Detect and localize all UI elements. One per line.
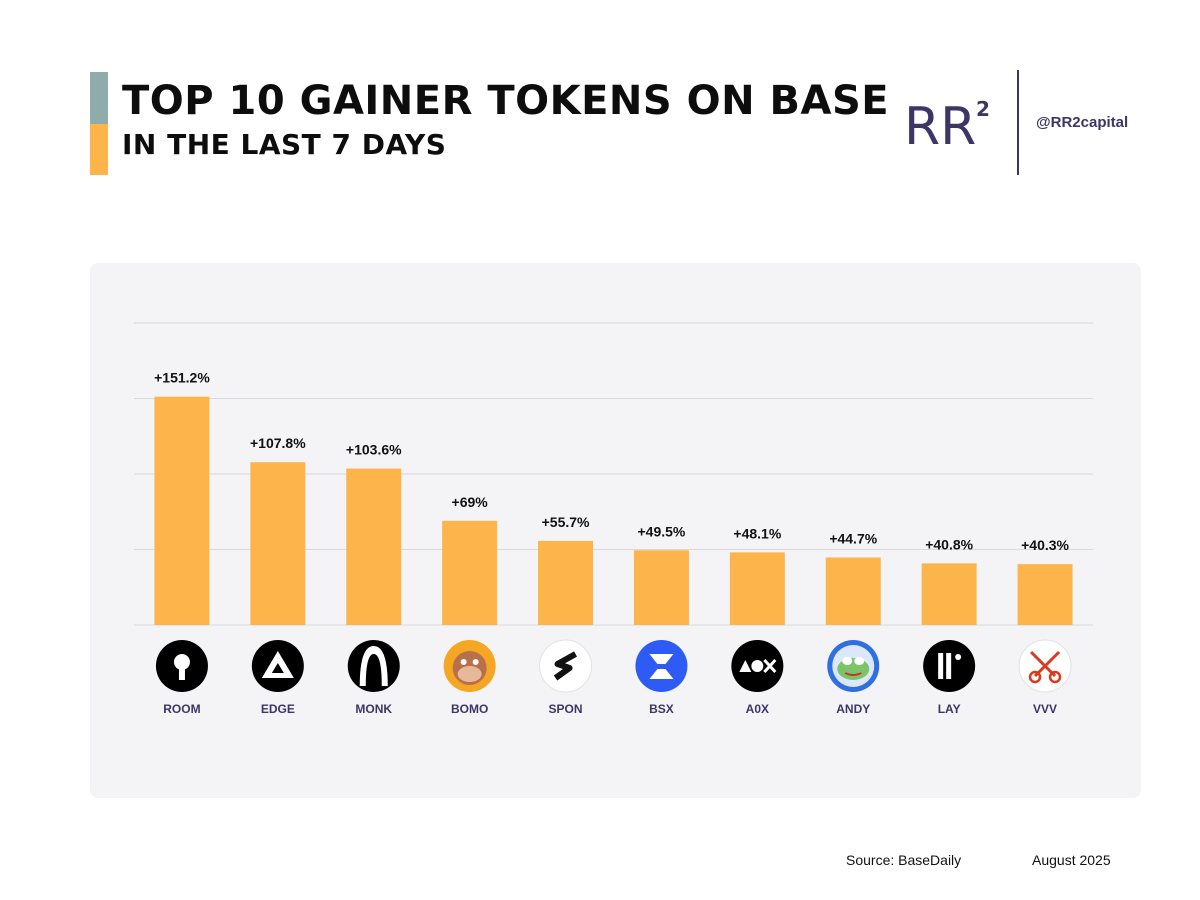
bar-chart: +151.2% ROOM +107.8% EDGE +103.6% MONK +69% BOM… xyxy=(134,322,1093,716)
crossed-keys-icon xyxy=(1018,639,1072,693)
data-label-a0x: +48.1% xyxy=(733,525,781,541)
page-title: TOP 10 GAINER TOKENS ON BASE xyxy=(122,78,890,124)
bar-bomo xyxy=(442,520,498,625)
data-label-andy: +44.7% xyxy=(829,531,877,547)
tick-label-edge: EDGE xyxy=(261,702,295,716)
accent-bar-top xyxy=(90,72,108,124)
logo-text: RR xyxy=(904,97,976,150)
social-handle: @RR2capital xyxy=(1036,114,1129,131)
tick-label-vvv: VVV xyxy=(1033,702,1057,716)
data-label-monk: +103.6% xyxy=(346,442,402,458)
data-label-bsx: +49.5% xyxy=(638,523,686,539)
bar-vvv xyxy=(1017,564,1073,625)
data-label-room: +151.2% xyxy=(154,370,210,386)
bar-lay xyxy=(921,563,977,625)
bar-room xyxy=(154,396,210,625)
hooded-monk-icon xyxy=(347,640,400,692)
tick-label-lay: LAY xyxy=(938,702,961,716)
data-label-vvv: +40.3% xyxy=(1021,537,1069,553)
chart-panel: +151.2% ROOM +107.8% EDGE +103.6% MONK +69% BOM… xyxy=(90,263,1141,798)
bar-monk xyxy=(346,468,402,625)
bar-bsx xyxy=(633,550,689,625)
data-label-spon: +55.7% xyxy=(542,514,590,530)
header-divider xyxy=(1017,70,1019,175)
data-label-bomo: +69% xyxy=(452,494,489,510)
bar-a0x xyxy=(729,552,785,625)
source-note: Source: BaseDaily xyxy=(846,852,962,868)
accent-bar-bottom xyxy=(90,124,108,175)
ape-face-icon xyxy=(443,640,496,692)
tick-label-bsx: BSX xyxy=(649,702,674,716)
rr2-logo: RR 2 xyxy=(904,97,990,150)
bar-spon xyxy=(538,540,594,625)
data-label-lay: +40.8% xyxy=(925,536,973,552)
spon-s-icon xyxy=(539,639,593,693)
bsx-hourglass-icon xyxy=(635,640,688,692)
tick-label-spon: SPON xyxy=(549,702,583,716)
triangle-icon xyxy=(251,640,304,692)
logo-superscript: 2 xyxy=(976,97,990,121)
a0x-shapes-icon xyxy=(731,640,784,692)
tick-label-room: ROOM xyxy=(163,702,200,716)
tick-label-bomo: BOMO xyxy=(451,702,488,716)
bar-edge xyxy=(250,462,306,625)
date-note: August 2025 xyxy=(1032,852,1111,868)
tick-label-andy: ANDY xyxy=(836,702,870,716)
data-label-edge: +107.8% xyxy=(250,435,306,451)
tick-label-monk: MONK xyxy=(355,702,392,716)
tick-label-a0x: A0X xyxy=(746,702,769,716)
bar-andy xyxy=(825,557,881,625)
keyhole-icon xyxy=(155,640,208,692)
page-subtitle: IN THE LAST 7 DAYS xyxy=(122,128,447,161)
frog-face-icon xyxy=(827,640,880,692)
lay-bars-icon xyxy=(923,640,976,692)
